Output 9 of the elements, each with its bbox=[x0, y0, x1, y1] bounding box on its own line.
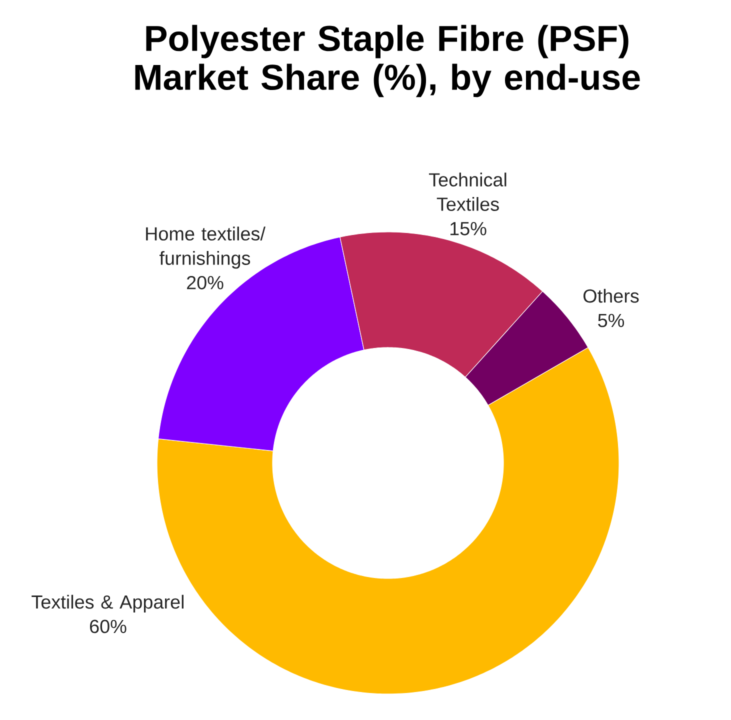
chart-title: Polyester Staple Fibre (PSF) Market Share (%), by end-use bbox=[135, 24, 640, 98]
data-label: 60% bbox=[90, 620, 126, 634]
slice-label: Home textiles/ furnishings bbox=[146, 226, 266, 269]
data-label: 15% bbox=[450, 222, 486, 236]
slice-label: Technical Textiles bbox=[428, 172, 506, 211]
data-label: 5% bbox=[598, 314, 624, 328]
slice-label: Others bbox=[584, 288, 639, 303]
data-label: 20% bbox=[187, 276, 224, 290]
slice-label: Textiles & Apparel bbox=[32, 594, 184, 612]
